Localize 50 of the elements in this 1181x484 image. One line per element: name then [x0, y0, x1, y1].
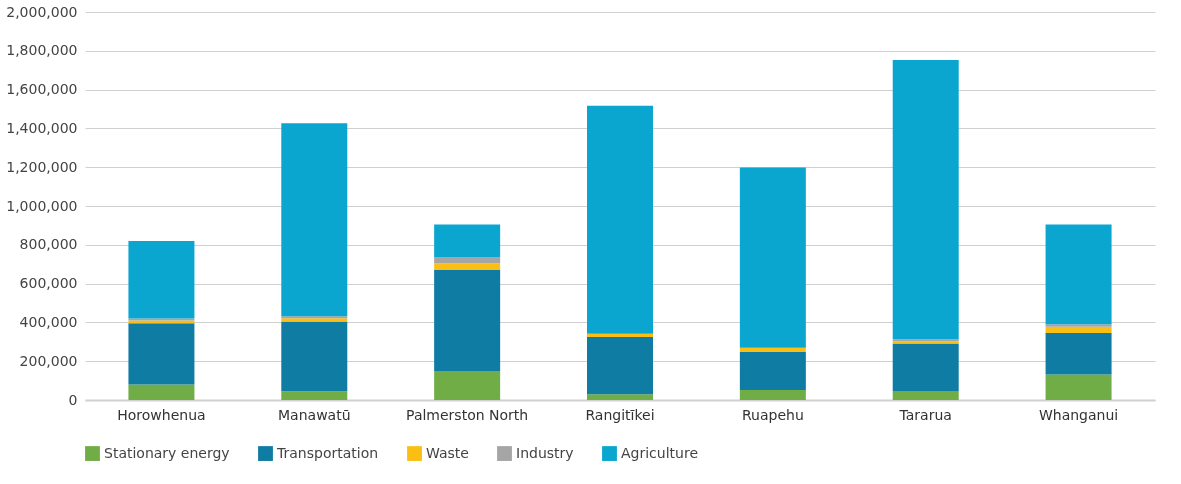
bar — [587, 336, 653, 395]
bar — [587, 394, 653, 400]
y-tick-label: 1,600,000 — [6, 81, 78, 98]
y-tick-label: 400,000 — [19, 313, 78, 330]
bar — [739, 389, 806, 400]
y-tick-label: 800,000 — [19, 236, 78, 253]
bar — [434, 370, 501, 400]
bar — [1045, 224, 1112, 325]
x-tick-label: Tararua — [898, 406, 952, 423]
bar — [128, 384, 195, 400]
bar — [587, 105, 653, 334]
bar — [587, 333, 653, 337]
y-tick-label: 1,000,000 — [6, 197, 78, 214]
bar — [281, 123, 348, 317]
legend-label: Waste — [426, 444, 469, 461]
y-tick-label: 2,000,000 — [6, 3, 78, 20]
y-tick-label: 600,000 — [19, 275, 78, 292]
y-tick-label: 1,200,000 — [6, 158, 78, 175]
bar — [281, 391, 348, 400]
bar — [128, 240, 195, 319]
legend-label: Stationary energy — [104, 444, 230, 461]
y-tick-label: 200,000 — [19, 352, 78, 369]
x-tick-label: Manawatū — [278, 406, 351, 423]
y-tick-label: 1,800,000 — [6, 42, 78, 59]
legend-label: Agriculture — [621, 444, 698, 461]
x-tick-label: Palmerston North — [406, 406, 529, 423]
bar — [739, 347, 806, 353]
bar — [739, 167, 806, 348]
bar — [739, 352, 806, 390]
legend-label: Transportation — [276, 444, 379, 461]
x-tick-label: Ruapehu — [741, 406, 804, 423]
bar — [892, 343, 959, 391]
legend-label: Industry — [516, 444, 574, 461]
bar — [1045, 333, 1112, 375]
bar — [434, 263, 501, 271]
bar — [281, 321, 348, 392]
bar — [892, 390, 959, 400]
y-tick-label: 0 — [68, 391, 78, 408]
x-tick-label: Horowhenua — [117, 406, 206, 423]
y-tick-label: 1,400,000 — [6, 119, 78, 136]
bar — [434, 257, 501, 264]
bar — [128, 323, 195, 385]
bar — [1045, 374, 1112, 400]
x-tick-label: Whanganui — [1038, 406, 1119, 423]
bar — [434, 224, 501, 258]
x-tick-label: Rangitīkei — [585, 406, 655, 423]
bar — [892, 59, 959, 340]
bar — [1045, 326, 1112, 334]
bar — [1045, 324, 1112, 327]
bar — [434, 270, 501, 371]
